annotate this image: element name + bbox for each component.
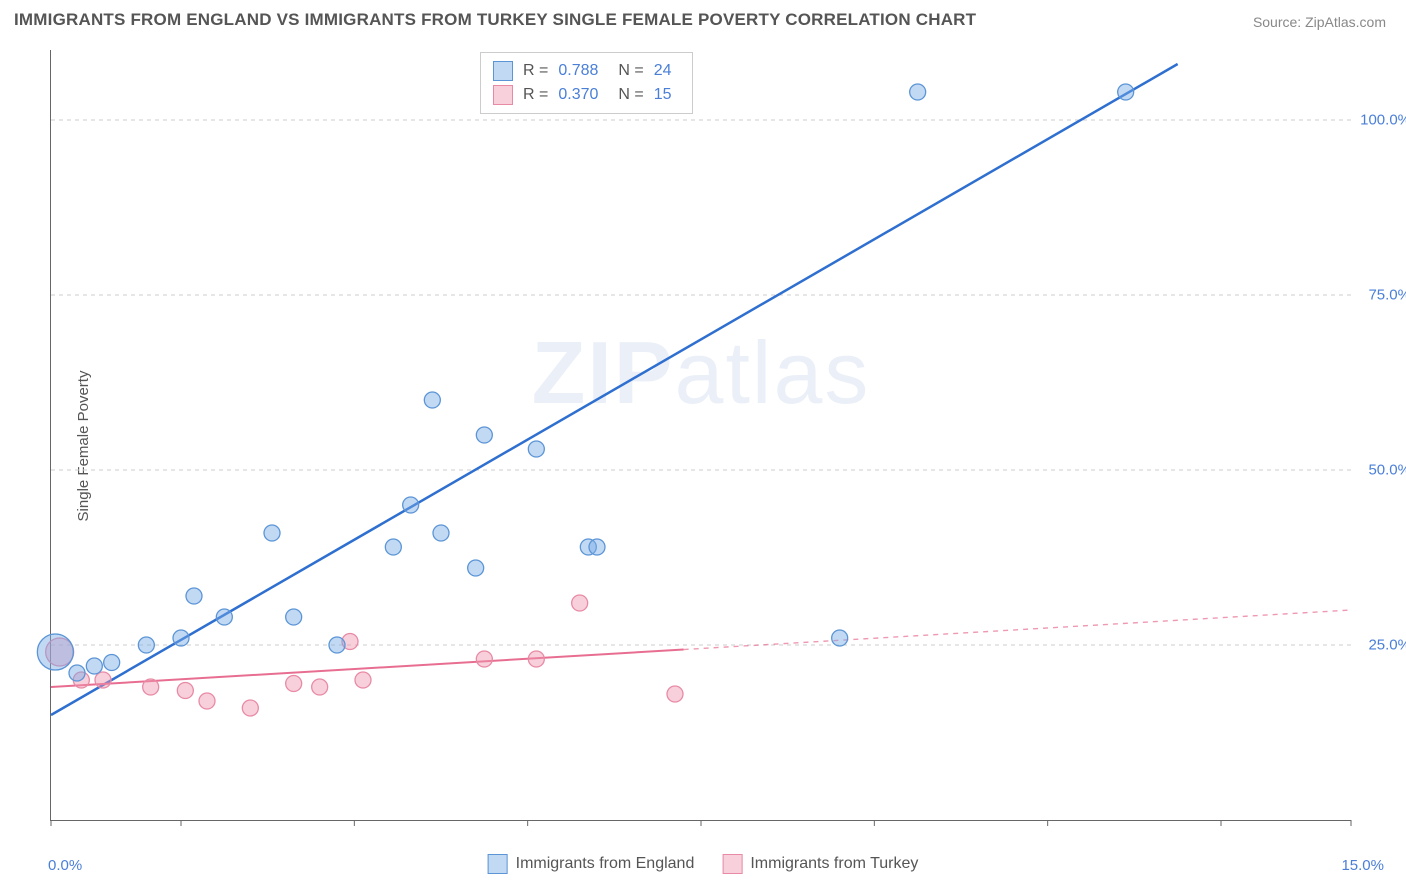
x-axis-min-label: 0.0% <box>48 857 82 874</box>
source-attribution: Source: ZipAtlas.com <box>1253 14 1386 30</box>
x-axis-max-label: 15.0% <box>1341 857 1384 874</box>
legend-item-turkey: Immigrants from Turkey <box>722 854 918 874</box>
y-tick-label: 50.0% <box>1356 462 1406 479</box>
swatch-turkey <box>493 85 513 105</box>
chart-title: IMMIGRANTS FROM ENGLAND VS IMMIGRANTS FR… <box>14 10 976 30</box>
series-legend: Immigrants from England Immigrants from … <box>488 854 919 874</box>
plot-area: ZIPatlas 25.0%50.0%75.0%100.0% <box>50 50 1351 821</box>
swatch-england <box>488 854 508 874</box>
scatter-chart <box>51 50 1351 820</box>
legend-row-england: R = 0.788 N = 24 <box>493 59 680 83</box>
legend-row-turkey: R = 0.370 N = 15 <box>493 83 680 107</box>
y-tick-label: 25.0% <box>1356 637 1406 654</box>
y-tick-label: 100.0% <box>1356 112 1406 129</box>
legend-item-england: Immigrants from England <box>488 854 695 874</box>
y-tick-label: 75.0% <box>1356 287 1406 304</box>
swatch-england <box>493 61 513 81</box>
swatch-turkey <box>722 854 742 874</box>
correlation-legend: R = 0.788 N = 24 R = 0.370 N = 15 <box>480 52 693 114</box>
